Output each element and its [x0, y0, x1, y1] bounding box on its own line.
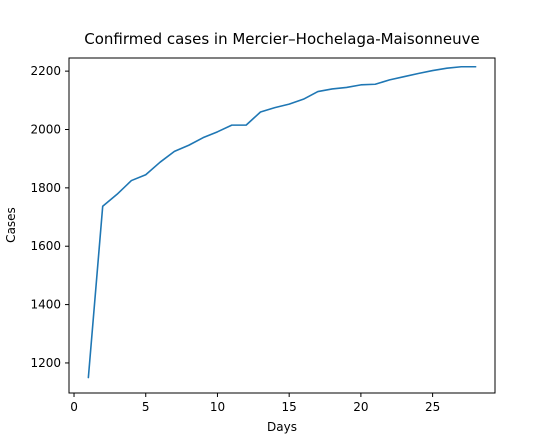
series-line	[87, 65, 477, 379]
y-axis-label: Cases	[4, 207, 18, 243]
y-tick-label: 1400	[30, 298, 61, 312]
x-tick-label: 5	[142, 400, 150, 414]
x-tick-label: 15	[282, 400, 297, 414]
x-axis-label: Days	[267, 420, 297, 434]
chart-title: Confirmed cases in Mercier–Hochelaga-Mai…	[84, 30, 480, 48]
y-tick-label: 2200	[30, 64, 61, 78]
y-axis: 1200 1400 1600 1800 2000 2200	[30, 64, 69, 370]
plot-frame	[68, 57, 496, 394]
y-tick-label: 2000	[30, 122, 61, 136]
y-tick-label: 1800	[30, 181, 61, 195]
x-tick-label: 25	[425, 400, 440, 414]
x-axis: 0 5 10 15 20 25	[70, 393, 440, 414]
x-tick-label: 0	[70, 400, 78, 414]
x-tick-label: 10	[210, 400, 225, 414]
y-tick-label: 1200	[30, 356, 61, 370]
x-tick-label: 20	[353, 400, 368, 414]
y-tick-label: 1600	[30, 239, 61, 253]
